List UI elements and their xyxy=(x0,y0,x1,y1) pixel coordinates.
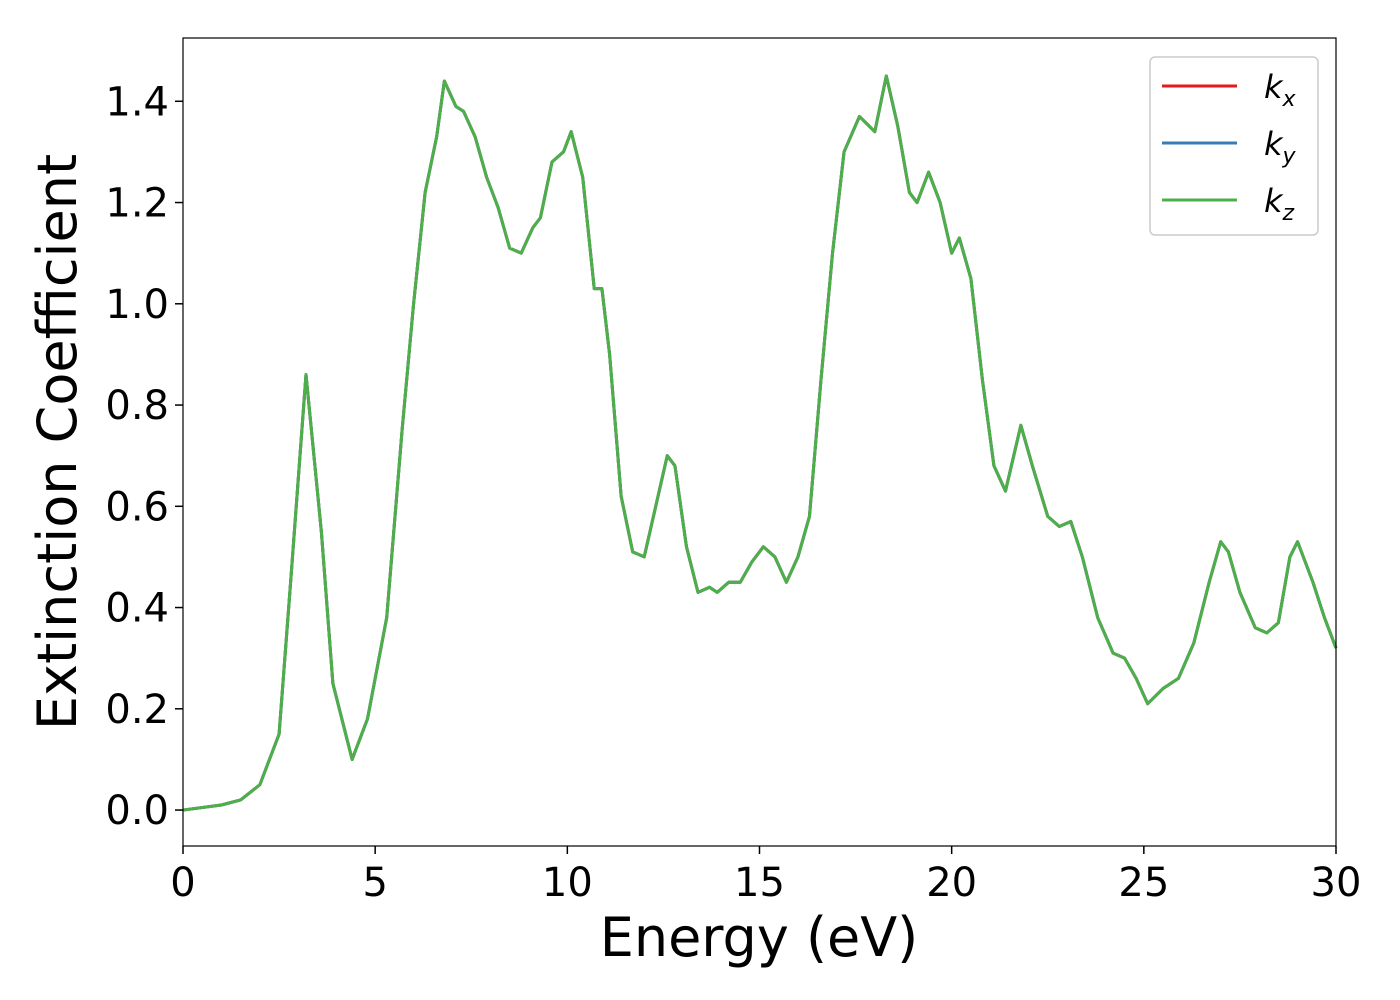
y-tick-label: 0.0 xyxy=(105,788,169,834)
legend-box xyxy=(1149,56,1319,236)
y-tick-label: 0.2 xyxy=(105,687,169,733)
x-tick-label: 30 xyxy=(1311,860,1362,906)
series-line xyxy=(182,74,1338,812)
y-tick-label: 0.4 xyxy=(105,586,169,632)
x-tick-label: 5 xyxy=(362,860,387,906)
x-tick-label: 0 xyxy=(170,860,195,906)
legend-label: kz xyxy=(1264,182,1295,226)
legend-label: ky xyxy=(1264,125,1297,169)
x-tick-label: 25 xyxy=(1118,860,1169,906)
x-tick-label: 15 xyxy=(734,860,785,906)
y-tick-label: 1.0 xyxy=(105,282,169,328)
y-tick-label: 0.8 xyxy=(105,383,169,429)
y-tick-label: 0.6 xyxy=(105,484,169,530)
y-axis-label: Extinction Coefficient xyxy=(26,154,89,730)
x-axis-label: Energy (eV) xyxy=(600,906,919,969)
y-tick-label: 1.4 xyxy=(105,79,169,125)
y-tick-label: 1.2 xyxy=(105,181,169,227)
legend-label: kx xyxy=(1264,68,1297,112)
plot-frame xyxy=(182,37,1337,847)
x-tick-label: 20 xyxy=(926,860,977,906)
x-tick-label: 10 xyxy=(542,860,593,906)
